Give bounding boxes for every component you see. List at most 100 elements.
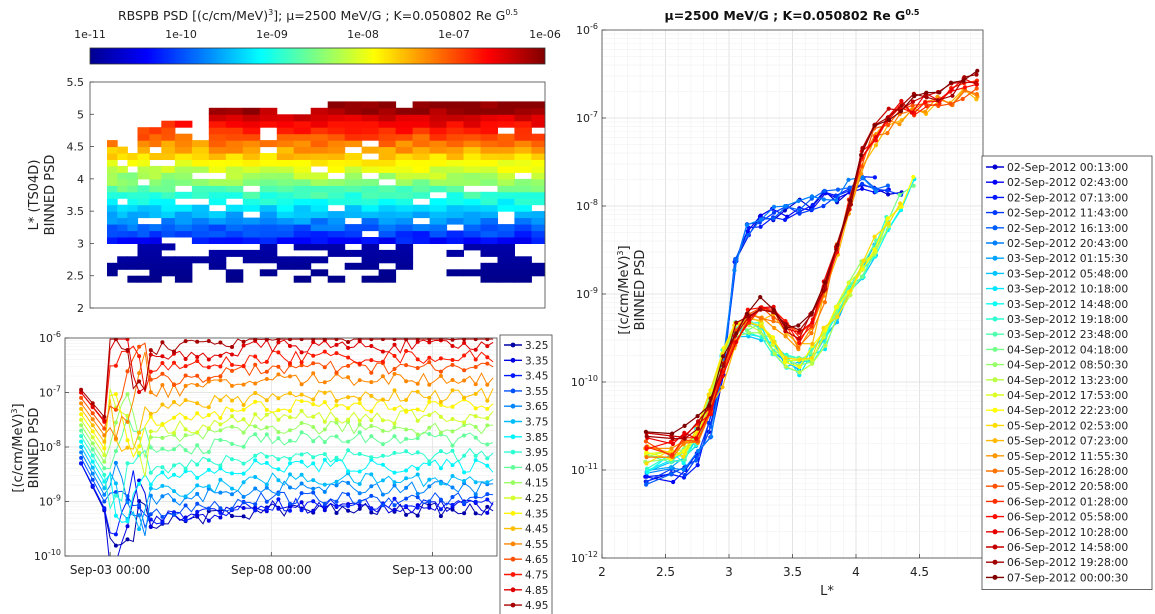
profile-marker	[899, 98, 904, 104]
profile-marker	[899, 103, 904, 108]
profile-marker	[797, 340, 802, 346]
heatmap-cell	[327, 224, 346, 232]
timeseries-marker	[450, 474, 455, 478]
heatmap-cell	[463, 101, 481, 109]
timeseries-marker	[79, 417, 84, 422]
heatmap-cell	[497, 224, 515, 232]
heatmap-cell	[107, 230, 118, 238]
heatmap-cells	[107, 101, 545, 283]
timeseries-marker	[311, 402, 316, 407]
timeseries-marker	[264, 482, 269, 487]
heatmap-cell	[395, 191, 414, 199]
timeseries-marker	[369, 507, 374, 512]
timeseries-marker	[172, 489, 176, 494]
timeseries-marker	[473, 495, 478, 499]
heatmap-cell	[361, 262, 380, 270]
heatmap-cell	[242, 159, 261, 167]
timeseries-marker	[264, 369, 269, 374]
timeseries-marker	[195, 513, 200, 518]
timeseries-legend-marker	[510, 419, 516, 424]
profile-legend-marker	[992, 483, 998, 489]
timeseries-marker	[380, 349, 385, 354]
heatmap-cell	[395, 185, 414, 193]
heatmap-cell	[531, 191, 545, 199]
timeseries-marker	[276, 338, 281, 342]
heatmap-cell	[242, 191, 261, 199]
timeseries-marker	[218, 428, 223, 433]
timeseries-marker	[311, 499, 316, 504]
timeseries-marker	[311, 397, 316, 402]
timeseries-marker	[230, 457, 234, 462]
timeseries-marker	[137, 430, 142, 435]
timeseries-marker	[427, 355, 432, 360]
timeseries-marker	[404, 409, 409, 414]
heatmap-cell	[361, 249, 380, 257]
profile-marker	[809, 324, 814, 329]
heatmap-cell	[531, 153, 545, 160]
timeseries-legend-marker	[510, 388, 516, 394]
heatmap-cell	[208, 249, 227, 257]
profile-marker	[758, 295, 763, 300]
profile-marker	[797, 328, 802, 333]
profile-marker	[669, 446, 674, 451]
heatmap-cell	[412, 120, 431, 128]
heatmap-cell	[480, 120, 498, 128]
timeseries-marker	[473, 338, 478, 342]
heatmap-cell	[480, 146, 498, 154]
timeseries-marker	[79, 406, 84, 411]
profile-marker	[909, 110, 915, 115]
timeseries-marker	[172, 463, 176, 468]
heatmap-cell	[395, 224, 414, 232]
heatmap-cell	[514, 230, 532, 238]
heatmap-cell	[161, 120, 176, 128]
timeseries-marker	[404, 504, 409, 509]
profile-marker	[669, 465, 674, 470]
timeseries-marker	[357, 401, 362, 406]
heatmap-cell	[259, 269, 278, 277]
heatmap-cell	[174, 230, 193, 238]
timeseries-marker	[485, 361, 490, 366]
heatmap-cell	[242, 217, 261, 225]
heatmap-cell	[242, 256, 261, 264]
timeseries-marker	[380, 453, 385, 458]
timeseries-marker	[450, 344, 455, 348]
heatmap-cell	[259, 198, 278, 206]
heatmap-cell	[531, 178, 545, 186]
heatmap-cell	[497, 275, 515, 283]
timeseries-marker	[148, 493, 153, 498]
timeseries-marker	[195, 501, 200, 506]
profile-marker	[783, 334, 788, 339]
profile-marker	[821, 204, 826, 209]
timeseries-marker	[369, 338, 374, 342]
heatmap-cell	[446, 172, 464, 180]
profile-legend-label: 04-Sep-2012 17:53:00	[1007, 389, 1128, 402]
heatmap-cell	[429, 224, 448, 232]
timeseries-marker	[241, 417, 246, 422]
timeseries-marker	[473, 365, 478, 369]
timeseries-marker	[241, 430, 246, 435]
heatmap-cell	[446, 153, 464, 160]
profile-x-ticks: 2 2.5 3 3.5 4 4.5	[598, 554, 929, 579]
profile-y-tick-label: 10-12	[571, 550, 598, 565]
heatmap-cell	[514, 133, 532, 141]
heatmap-cell	[344, 224, 363, 232]
heatmap-cell	[497, 153, 515, 160]
profile-marker	[974, 72, 979, 77]
timeseries-marker	[206, 376, 211, 381]
profile-legend-marker	[992, 544, 998, 550]
heatmap-cell	[395, 172, 414, 180]
heatmap-cell	[497, 230, 515, 238]
timeseries-marker	[264, 499, 269, 504]
timeseries-marker	[392, 470, 397, 475]
profile-marker	[772, 325, 777, 331]
heatmap-cell	[208, 262, 227, 270]
timeseries-marker	[102, 418, 107, 423]
heatmap-cell	[531, 146, 545, 154]
heatmap-y-tick-label: 3.5	[67, 205, 85, 218]
heatmap-cell	[497, 262, 515, 270]
timeseries-marker	[346, 504, 351, 509]
heatmap-cell	[361, 114, 380, 122]
timeseries-marker	[357, 469, 362, 474]
heatmap-cell	[446, 101, 464, 109]
timeseries-marker	[485, 338, 490, 342]
